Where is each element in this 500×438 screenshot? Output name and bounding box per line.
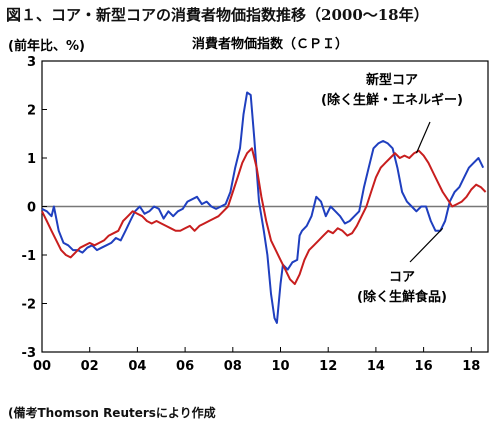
x-tick-label: 08 bbox=[224, 359, 242, 374]
y-tick-label: -1 bbox=[22, 249, 36, 264]
x-tick-label: 04 bbox=[128, 359, 146, 374]
source-note: (備考Thomson Reutersにより作成 bbox=[8, 406, 216, 420]
x-tick-label: 16 bbox=[415, 359, 433, 374]
chart-title: 消費者物価指数（ＣＰＩ） bbox=[192, 36, 348, 52]
x-tick-label: 06 bbox=[176, 359, 194, 374]
y-tick-label: -2 bbox=[22, 298, 36, 313]
x-tick-label: 02 bbox=[81, 359, 99, 374]
series-label-new_core: 新型コア bbox=[366, 72, 418, 88]
series-leader-core bbox=[409, 227, 444, 263]
series-label-new_core: (除く生鮮・エネルギー) bbox=[321, 92, 463, 108]
y-tick-label: -3 bbox=[22, 346, 36, 361]
y-axis-label: (前年比、%) bbox=[8, 38, 85, 54]
y-tick-label: 2 bbox=[27, 104, 36, 119]
x-tick-label: 18 bbox=[462, 359, 480, 374]
figure-title: 図１、コア・新型コアの消費者物価指数推移（2000〜18年） bbox=[6, 6, 429, 24]
y-tick-label: 1 bbox=[27, 152, 36, 167]
series-label-core: (除く生鮮食品) bbox=[357, 289, 447, 305]
x-tick-label: 10 bbox=[271, 359, 289, 374]
series-label-core: コア bbox=[389, 270, 415, 285]
x-tick-label: 00 bbox=[33, 359, 51, 374]
series-leader-new_core bbox=[415, 121, 431, 154]
x-tick-label: 14 bbox=[367, 359, 385, 374]
x-tick-label: 12 bbox=[319, 359, 337, 374]
series-line-new_core bbox=[41, 147, 487, 286]
y-tick-label: 3 bbox=[27, 55, 36, 70]
series-line-core bbox=[41, 91, 485, 324]
y-tick-label: 0 bbox=[27, 201, 36, 216]
